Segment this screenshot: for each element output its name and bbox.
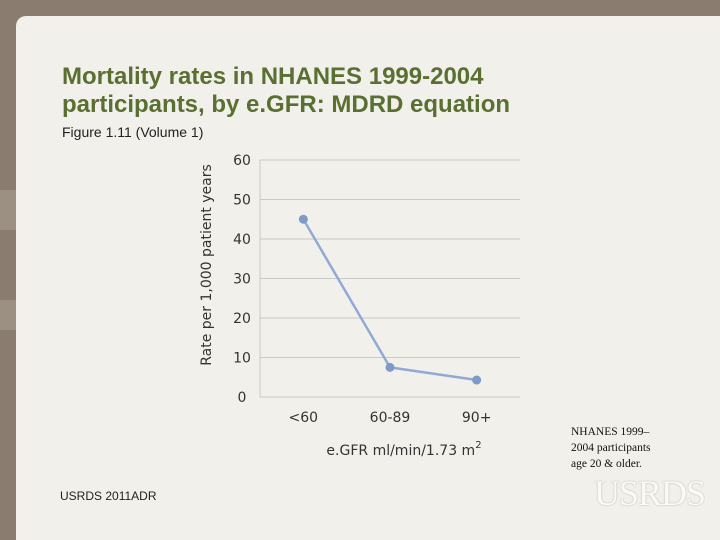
y-tick-label: 10 <box>233 351 251 367</box>
y-tick-label: 40 <box>233 232 251 248</box>
x-tick-label: <60 <box>289 410 319 426</box>
chart-note: NHANES 1999– 2004 participants age 20 & … <box>571 424 681 472</box>
figure-subtitle: Figure 1.11 (Volume 1) <box>62 124 204 140</box>
note-line-1: NHANES 1999– <box>571 426 650 438</box>
x-axis-label: e.GFR ml/min/1.73 m2 <box>326 440 481 459</box>
note-line-3: age 20 & older. <box>571 458 642 470</box>
footer-source: USRDS 2011ADR <box>60 489 157 503</box>
slide-title: Mortality rates in NHANES 1999-2004 part… <box>62 63 622 119</box>
data-point <box>472 375 482 385</box>
title-line-2: participants, by e.GFR: MDRD equation <box>62 91 511 118</box>
x-tick-label: 90+ <box>462 410 492 426</box>
x-axis-label-superscript: 2 <box>475 440 481 451</box>
y-tick-label: 20 <box>233 311 251 327</box>
title-line-1: Mortality rates in NHANES 1999-2004 <box>62 63 484 90</box>
y-tick-label: 0 <box>238 390 247 406</box>
data-point <box>385 362 395 372</box>
y-axis-label: Rate per 1,000 patient years <box>199 164 215 366</box>
y-tick-label: 50 <box>233 193 251 209</box>
x-tick-label: 60-89 <box>370 410 411 426</box>
y-tick-label: 30 <box>233 272 251 288</box>
y-tick-label: 60 <box>233 153 251 169</box>
usrds-logo: USRDS <box>594 473 706 513</box>
mortality-line-chart: Rate per 1,000 patient years e.GFR ml/mi… <box>199 153 520 459</box>
data-point <box>298 214 308 224</box>
x-axis-label-base: e.GFR ml/min/1.73 m <box>326 443 475 459</box>
series-line <box>302 218 477 382</box>
note-line-2: 2004 participants <box>571 442 651 454</box>
